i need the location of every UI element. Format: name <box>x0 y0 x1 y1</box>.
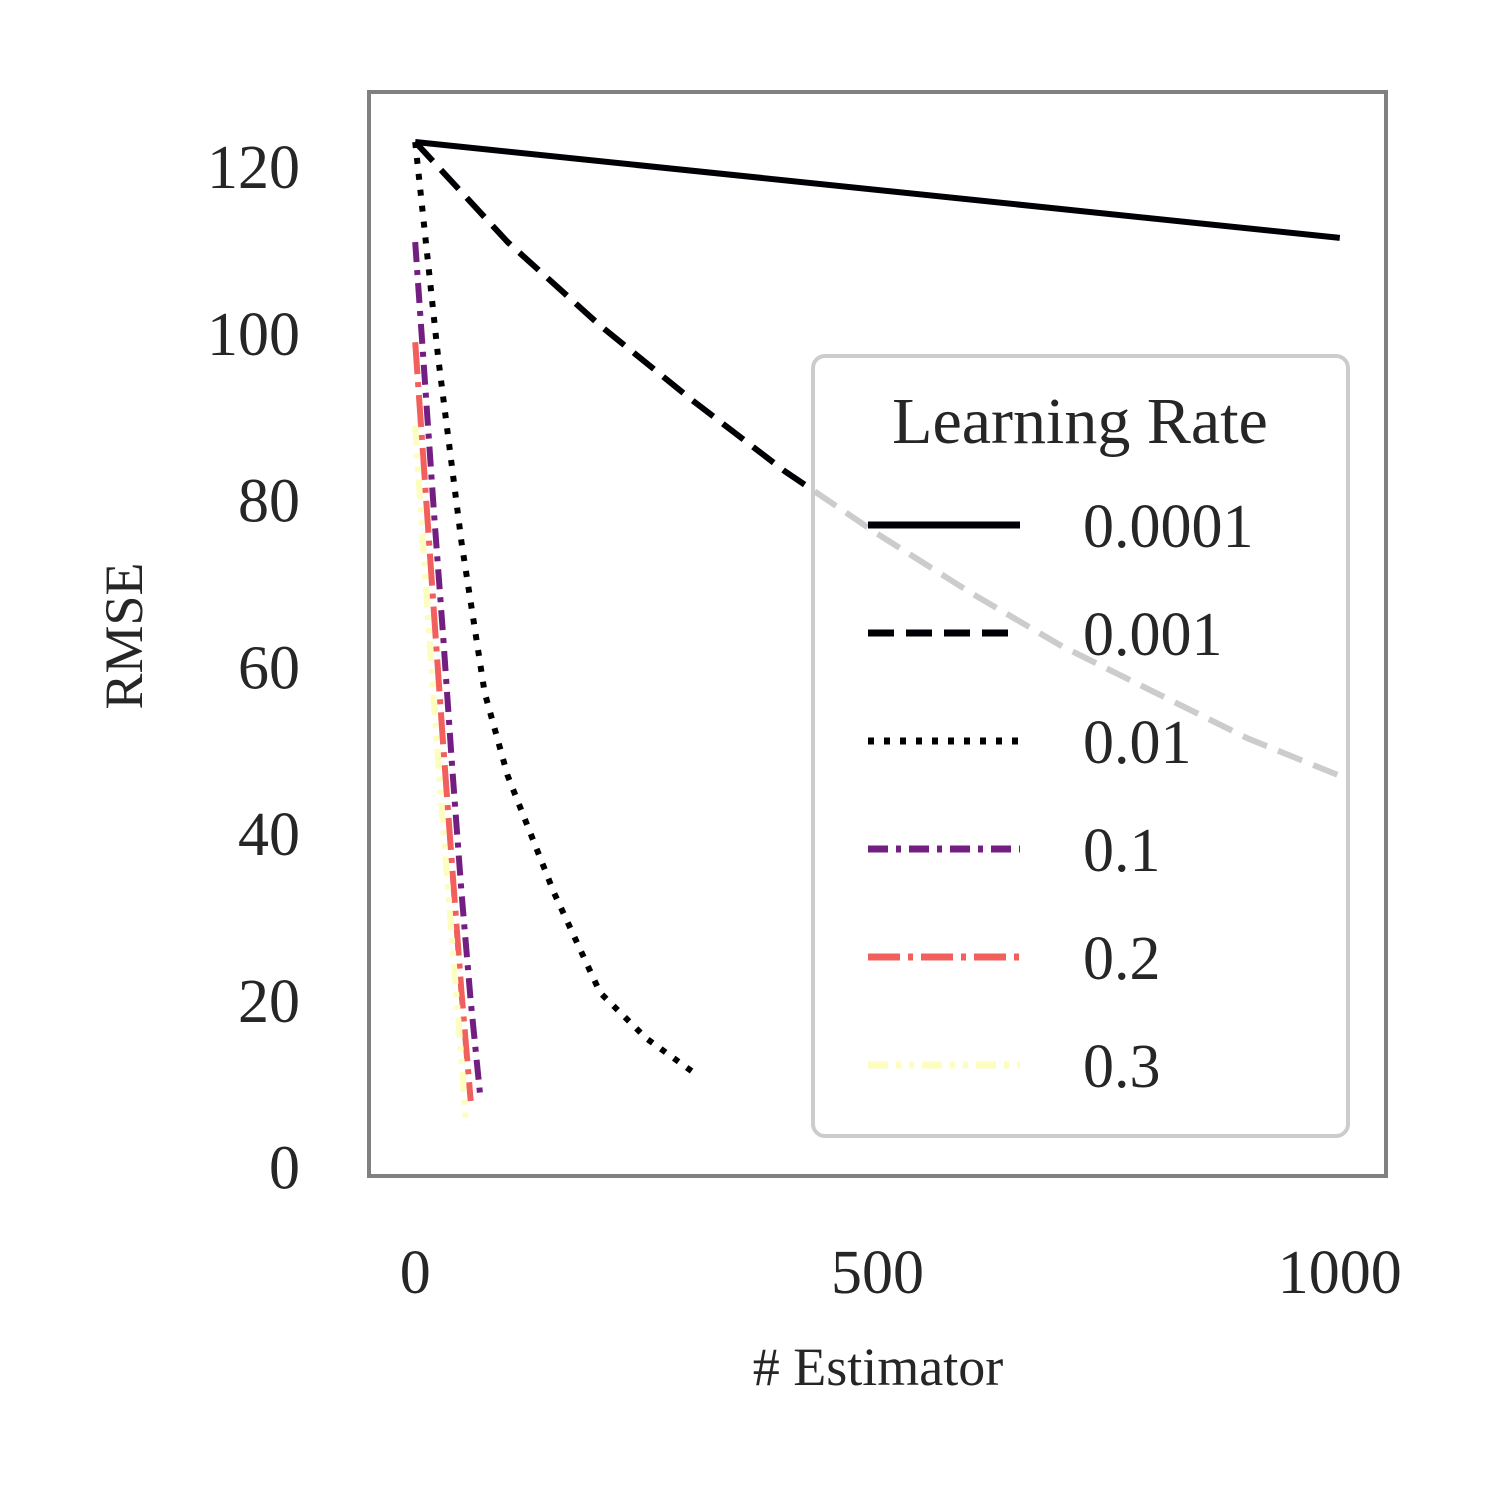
x-tick-labels: 0 500 1000 <box>400 1239 1402 1307</box>
plot-frame <box>367 90 1388 1178</box>
y-tick-label: 120 <box>207 134 300 202</box>
legend-label: 0.0001 <box>1083 493 1254 561</box>
series-line-0-0001 <box>414 139 1341 241</box>
x-tick-label: 0 <box>400 1239 431 1307</box>
series-line-0-2 <box>412 341 474 1102</box>
legend-item: 0.001 <box>868 601 1223 669</box>
series-line-0-01 <box>412 141 695 1075</box>
y-axis-label: RMSE <box>94 562 154 709</box>
legend-label: 0.01 <box>1083 709 1192 777</box>
y-tick-labels: 0 20 40 60 80 100 120 <box>207 134 300 1203</box>
legend-label: 0.2 <box>1083 925 1161 993</box>
legend-item: 0.0001 <box>868 493 1254 561</box>
legend-item: 0.2 <box>868 925 1161 993</box>
legend-label: 0.001 <box>1083 601 1223 669</box>
y-tick-label: 0 <box>269 1135 300 1203</box>
y-tick-label: 60 <box>238 634 300 702</box>
series-line-0-1 <box>412 241 483 1093</box>
y-tick-label: 100 <box>207 301 300 369</box>
x-tick-label: 1000 <box>1278 1239 1402 1307</box>
legend-item: 0.01 <box>868 709 1192 777</box>
series-line-0-3 <box>412 425 470 1127</box>
y-tick-label: 40 <box>238 801 300 869</box>
y-tick-label: 20 <box>238 968 300 1036</box>
legend-entries: 0.0001 0.001 0.01 0.1 0.2 0.3 <box>868 493 1254 1101</box>
x-axis-label: # Estimator <box>753 1337 1003 1397</box>
x-tick-label: 500 <box>831 1239 924 1307</box>
legend-title: Learning Rate <box>892 385 1268 458</box>
legend-item: 0.3 <box>868 1033 1161 1101</box>
legend-label: 0.3 <box>1083 1033 1161 1101</box>
legend-item: 0.1 <box>868 817 1161 885</box>
legend-label: 0.1 <box>1083 817 1161 885</box>
y-tick-label: 80 <box>238 468 300 536</box>
legend-box <box>811 354 1350 1138</box>
legend: Learning Rate 0.0001 0.001 0.01 0.1 0.2 0.3 <box>811 354 1350 1138</box>
